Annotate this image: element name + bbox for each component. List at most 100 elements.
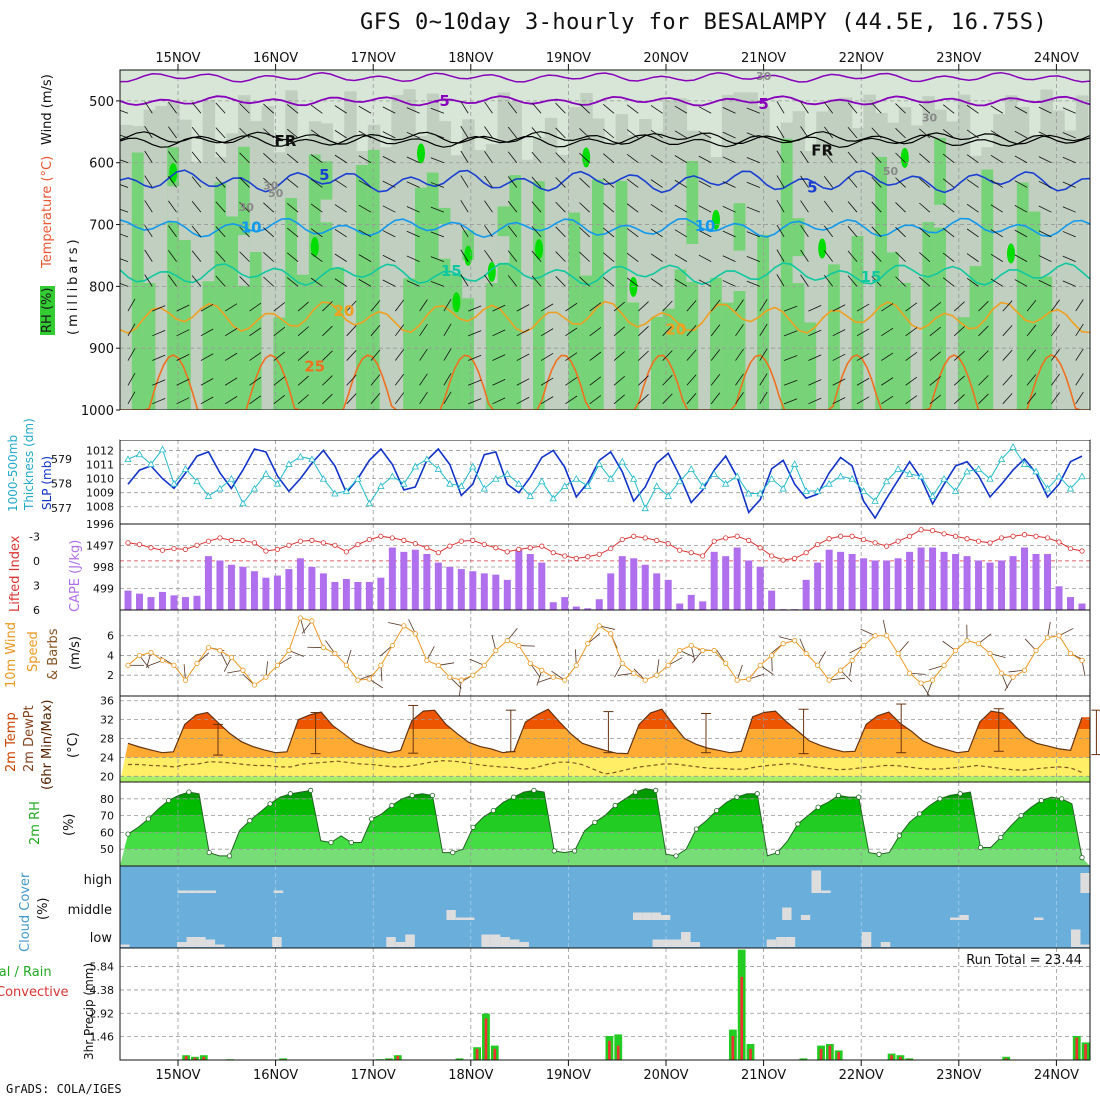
cape-bar <box>193 595 201 610</box>
wind10-point <box>803 650 809 657</box>
rh-cell <box>556 154 570 410</box>
rh-cell <box>403 278 416 410</box>
rh-cell <box>639 119 652 410</box>
wind-barb <box>895 152 906 164</box>
wind10-barb <box>408 619 416 634</box>
wind-barb <box>144 274 153 287</box>
top-date-label: 15NOV <box>155 51 200 66</box>
wind10-barb <box>1058 628 1074 637</box>
cape-bar <box>687 594 695 610</box>
rh-cell <box>898 215 912 251</box>
rh-cell <box>1064 130 1077 410</box>
wind-barb <box>603 277 615 287</box>
wind-barb <box>1062 132 1076 139</box>
cloud-cell-middle <box>446 910 456 920</box>
thickness-point <box>664 492 672 499</box>
wind-barb <box>919 103 931 114</box>
lifted-index-point <box>136 541 143 548</box>
wind-barb <box>1051 348 1060 361</box>
wind10-point <box>435 662 441 668</box>
lifted-index-point <box>929 527 936 534</box>
wind-barb <box>919 128 931 139</box>
lifted-index-point <box>470 537 476 543</box>
cloud-cell-low <box>671 939 682 947</box>
wind-barb <box>249 327 262 337</box>
thickness-point <box>986 474 994 482</box>
wind-barb <box>120 258 129 263</box>
cape-bar <box>572 606 580 610</box>
bottom-date-label: 21NOV <box>741 1068 786 1083</box>
rh-cell <box>710 277 723 410</box>
wind-barb <box>484 151 493 163</box>
wind-barb <box>847 275 858 287</box>
wind-barb <box>484 225 493 238</box>
bottom-date-label: 24NOV <box>1034 1068 1079 1083</box>
wind-barb <box>322 301 333 312</box>
thickness-point <box>319 474 328 482</box>
wind-barb <box>176 378 190 386</box>
rh-cell <box>509 175 522 410</box>
wind-barb <box>638 375 649 386</box>
lifted-index-point <box>240 537 246 543</box>
wind-barb <box>215 201 226 213</box>
lifted-index-tick-label: 3 <box>33 579 40 592</box>
wind10-point <box>884 633 890 639</box>
thickness-point <box>1078 472 1086 480</box>
rh-cell <box>261 106 275 410</box>
thickness-point <box>572 474 580 482</box>
wind-barb <box>1051 324 1060 337</box>
rh-cell <box>804 322 817 410</box>
thickness-point <box>1066 484 1075 492</box>
wind10-point <box>619 660 625 666</box>
wind-barb <box>484 249 493 262</box>
thickness-point <box>1032 467 1040 475</box>
lifted-index-point <box>619 536 625 543</box>
rh2m-point <box>368 816 375 822</box>
wind-barb <box>419 299 428 312</box>
wind10-point <box>309 618 315 624</box>
cape-bar <box>940 551 948 610</box>
cape-bar <box>354 581 362 610</box>
wind10-barb <box>223 657 232 672</box>
wind-barb <box>120 184 129 188</box>
wind-barb <box>382 180 396 188</box>
wind10-barb <box>469 658 485 666</box>
rh-cell <box>403 206 416 257</box>
bottom-date-label: 19NOV <box>546 1068 591 1083</box>
thickness-point <box>951 487 960 494</box>
cape-bar <box>158 591 166 610</box>
rh2m-point <box>612 802 618 809</box>
wind-barb <box>215 226 226 238</box>
wind-barb <box>1002 300 1013 312</box>
thickness-tick-label: 578 <box>51 478 72 491</box>
temp-band <box>120 757 1090 777</box>
wind-barb <box>650 204 663 213</box>
lifted-index-point <box>297 538 304 544</box>
wind-barb <box>783 355 798 361</box>
temperature-contour <box>120 131 1090 145</box>
wind-barb <box>334 179 347 188</box>
wind-barb <box>942 129 955 139</box>
wind-barb <box>346 350 357 361</box>
lifted-index-point <box>125 540 131 546</box>
top-date-label: 19NOV <box>546 51 591 66</box>
rh-cell <box>1028 211 1042 410</box>
wind10-barb <box>978 633 992 644</box>
wind-barb <box>589 327 602 337</box>
lifted-index-point <box>550 550 556 556</box>
wind-barb <box>419 373 428 386</box>
wind-barb <box>722 255 736 262</box>
thickness-point <box>630 474 638 482</box>
wind-barb <box>895 276 906 287</box>
wind-barb <box>191 201 202 213</box>
wind-barb <box>516 304 530 312</box>
thickness-point <box>262 470 270 477</box>
wind-barb <box>334 253 347 262</box>
wind10-point <box>872 633 878 639</box>
wind-barb <box>531 275 542 287</box>
wind-barb <box>746 231 760 238</box>
rh2m-point <box>998 834 1004 841</box>
wind-barb <box>710 373 721 386</box>
wind-barb <box>382 156 396 164</box>
rh-cell <box>582 147 591 168</box>
